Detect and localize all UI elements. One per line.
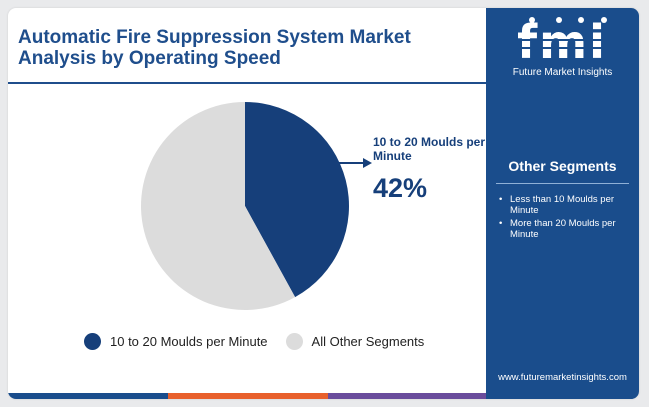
accent-bar-segment (168, 393, 328, 399)
callout-value: 42% (373, 173, 428, 203)
website-url: www.futuremarketinsights.com (498, 372, 627, 383)
chart-legend: 10 to 20 Moulds per Minute All Other Seg… (84, 330, 442, 352)
accent-bar (8, 393, 639, 399)
sidebar: fmi Future Market Insights Other Segment… (486, 8, 639, 399)
chart-title: Automatic Fire Suppression System Market… (18, 27, 411, 69)
chart-card: Automatic Fire Suppression System Market… (8, 8, 639, 399)
legend-item-all-other: All Other Segments (285, 332, 425, 350)
legend-swatch (285, 332, 303, 350)
other-segments-heading: Other Segments (508, 158, 617, 174)
legend-item-10-to-20: 10 to 20 Moulds per Minute (84, 332, 268, 350)
fmi-logo: fmi Future Market Insights (486, 8, 639, 88)
sidebar-divider (496, 183, 629, 184)
other-segments-list: Less than 10 Moulds per Minute More than… (496, 194, 632, 242)
accent-bar-segment (8, 393, 168, 399)
legend-label: 10 to 20 Moulds per Minute (110, 333, 268, 349)
pie-slice-10-to-20-moulds (245, 102, 349, 298)
legend-swatch (84, 332, 101, 350)
pie-chart (141, 102, 349, 310)
legend-label: All Other Segments (311, 333, 425, 349)
pie-slice-all-other-segments (141, 102, 296, 310)
list-item: More than 20 Moulds per Minute (496, 218, 632, 240)
callout-label: 10 to 20 Moulds per Minute (373, 135, 486, 163)
fmi-logo-icon: fmi (516, 15, 610, 69)
svg-text:fmi: fmi (517, 15, 607, 68)
accent-bar-segment (486, 393, 639, 399)
logo-caption: Future Market Insights (512, 67, 613, 78)
callout-arrow-icon (339, 158, 372, 168)
accent-bar-segment (328, 393, 486, 399)
list-item: Less than 10 Moulds per Minute (496, 194, 632, 216)
title-divider (8, 82, 486, 84)
